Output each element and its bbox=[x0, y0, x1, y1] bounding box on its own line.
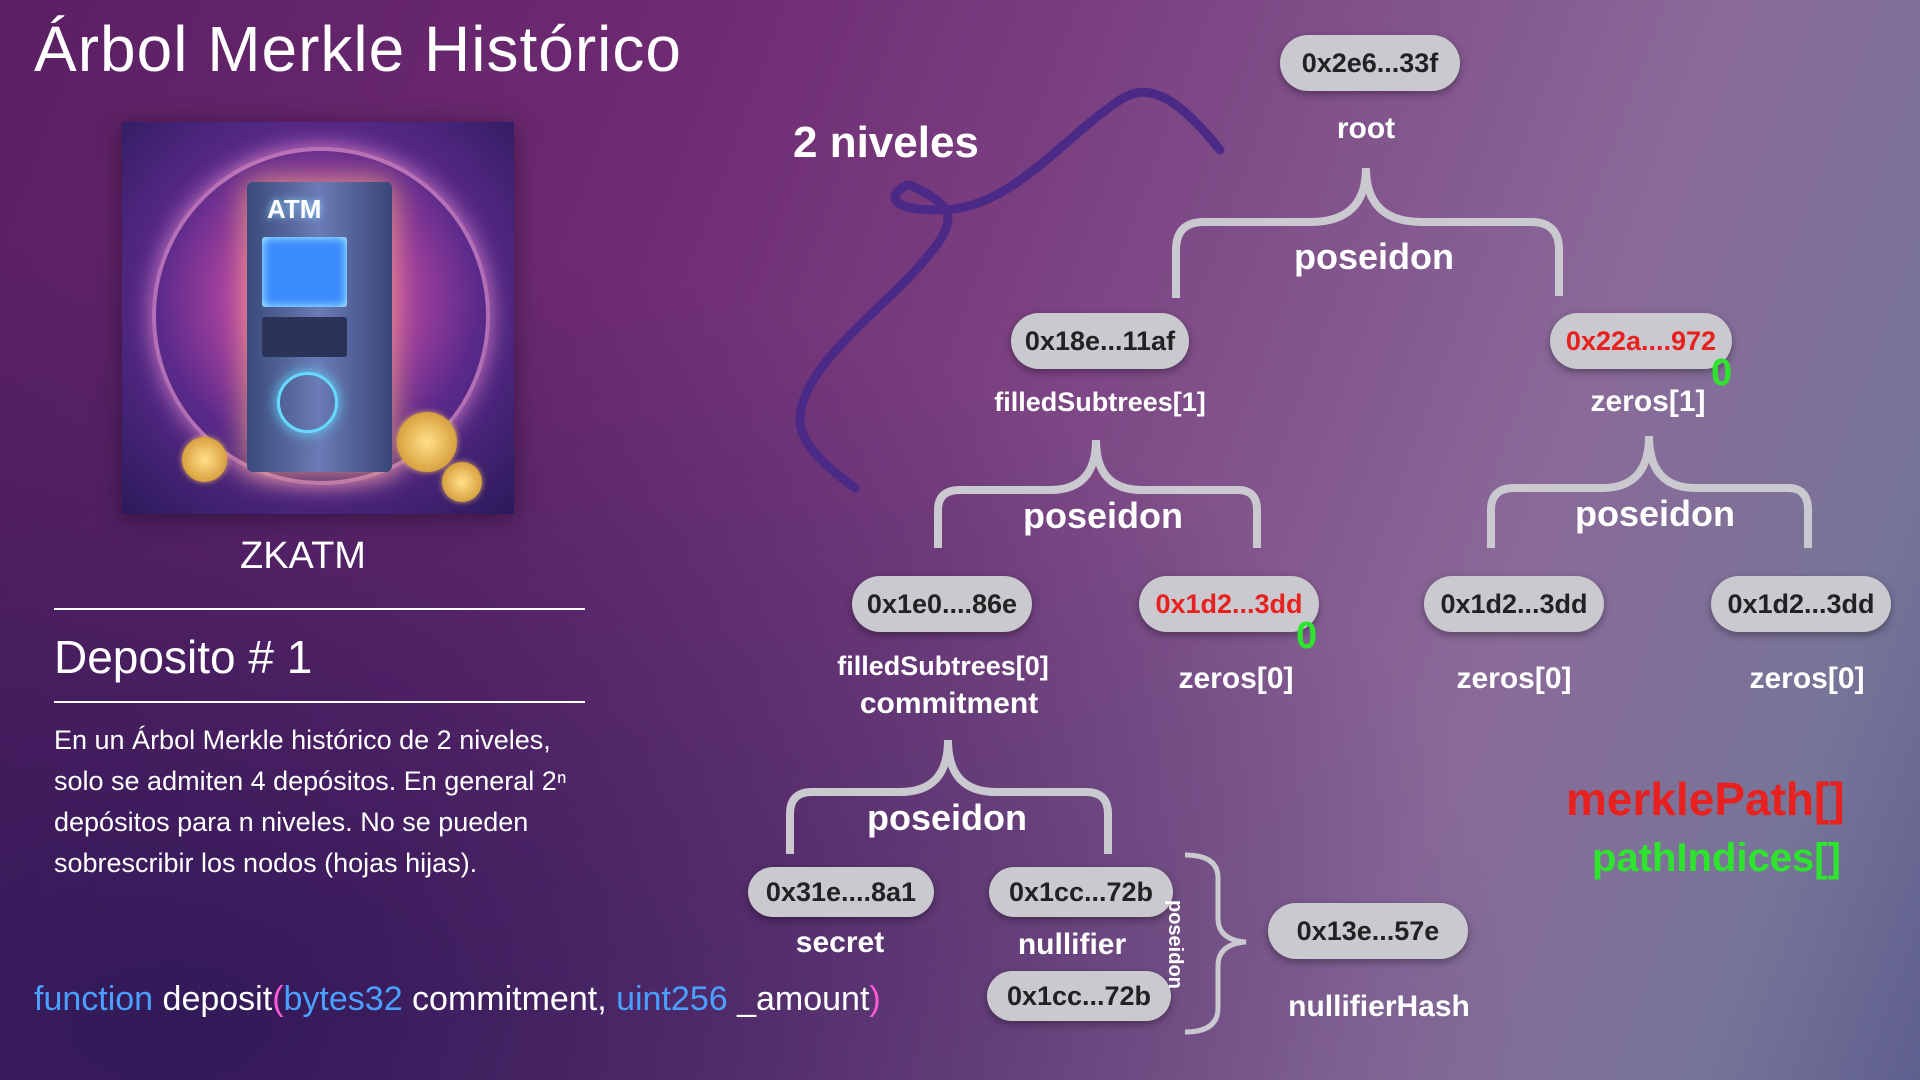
nullifier-label: nullifier bbox=[1017, 928, 1127, 961]
coin-icon bbox=[182, 437, 227, 482]
leaf2-node: 0x1d2...3dd bbox=[1424, 576, 1604, 632]
coin-icon bbox=[397, 412, 457, 472]
atm-illustration: ATM bbox=[122, 122, 514, 514]
left-brace bbox=[934, 439, 1261, 548]
l1-right-label: zeros[1] bbox=[1590, 385, 1706, 418]
code-signature: function deposit(bytes32 commitment, uin… bbox=[34, 980, 881, 1019]
commitment-poseidon: poseidon bbox=[867, 797, 1027, 838]
nullifier-hash-poseidon: poseidon bbox=[1164, 900, 1186, 989]
nullifier-brace bbox=[1184, 852, 1247, 1035]
l1-right-index: 0 bbox=[1711, 352, 1733, 394]
atm-logo-icon bbox=[277, 372, 338, 433]
section-title: Deposito # 1 bbox=[54, 631, 313, 683]
right-brace bbox=[1487, 435, 1812, 548]
image-caption: ZKATM bbox=[240, 535, 366, 577]
left-poseidon: poseidon bbox=[1023, 495, 1183, 536]
l1-left-label: filledSubtrees[1] bbox=[994, 387, 1206, 417]
code-paren-open: ( bbox=[272, 980, 284, 1018]
code-param-2: _amount bbox=[727, 980, 870, 1018]
root-node: 0x2e6...33f bbox=[1280, 35, 1460, 91]
nullifierhash-label: nullifierHash bbox=[1288, 990, 1470, 1023]
divider-top bbox=[54, 608, 585, 610]
code-function-name: deposit bbox=[153, 980, 273, 1018]
code-param-1: commitment, bbox=[402, 980, 617, 1018]
leaf1-label: zeros[0] bbox=[1178, 662, 1294, 695]
leaf0-commitment-label: commitment bbox=[859, 687, 1039, 720]
levels-brace bbox=[795, 87, 1225, 493]
root-brace bbox=[1172, 167, 1563, 298]
leaf2-label: zeros[0] bbox=[1456, 662, 1572, 695]
nullifier-copy-node: 0x1cc...72b bbox=[987, 971, 1171, 1021]
code-type-2: uint256 bbox=[616, 980, 728, 1018]
legend-path-indices: pathIndices[] bbox=[1592, 836, 1841, 880]
leaf1-node: 0x1d2...3dd bbox=[1139, 576, 1319, 632]
leaf3-label: zeros[0] bbox=[1749, 662, 1865, 695]
root-label: root bbox=[1336, 112, 1396, 145]
code-type-1: bytes32 bbox=[283, 980, 403, 1018]
l1-left-node: 0x18e...11af bbox=[1011, 313, 1189, 369]
atm-screen bbox=[262, 237, 347, 307]
code-paren-close: ) bbox=[869, 980, 881, 1018]
right-poseidon: poseidon bbox=[1575, 493, 1735, 534]
leaf3-node: 0x1d2...3dd bbox=[1711, 576, 1891, 632]
leaf1-index: 0 bbox=[1296, 615, 1318, 657]
code-keyword: function bbox=[34, 980, 154, 1018]
legend-merkle-path: merklePath[] bbox=[1566, 773, 1845, 825]
glow-ring bbox=[152, 147, 490, 485]
levels-label: 2 niveles bbox=[793, 118, 979, 167]
l1-right-node: 0x22a....972 bbox=[1550, 313, 1732, 369]
secret-node: 0x31e....8a1 bbox=[748, 867, 934, 917]
leaf0-node: 0x1e0....86e bbox=[852, 576, 1032, 632]
nullifierhash-node: 0x13e...57e bbox=[1268, 903, 1468, 959]
secret-label: secret bbox=[795, 926, 885, 959]
coin-icon bbox=[442, 462, 482, 502]
description-text: En un Árbol Merkle histórico de 2 nivele… bbox=[54, 725, 567, 878]
atm-keypad bbox=[262, 317, 347, 357]
page-title: Árbol Merkle Histórico bbox=[34, 13, 682, 85]
root-poseidon: poseidon bbox=[1294, 236, 1454, 277]
nullifier-node: 0x1cc...72b bbox=[989, 867, 1173, 917]
atm-sign: ATM bbox=[267, 194, 322, 224]
leaf0-label: filledSubtrees[0] bbox=[837, 651, 1049, 681]
commitment-brace bbox=[786, 739, 1112, 854]
divider-bottom bbox=[54, 701, 585, 703]
